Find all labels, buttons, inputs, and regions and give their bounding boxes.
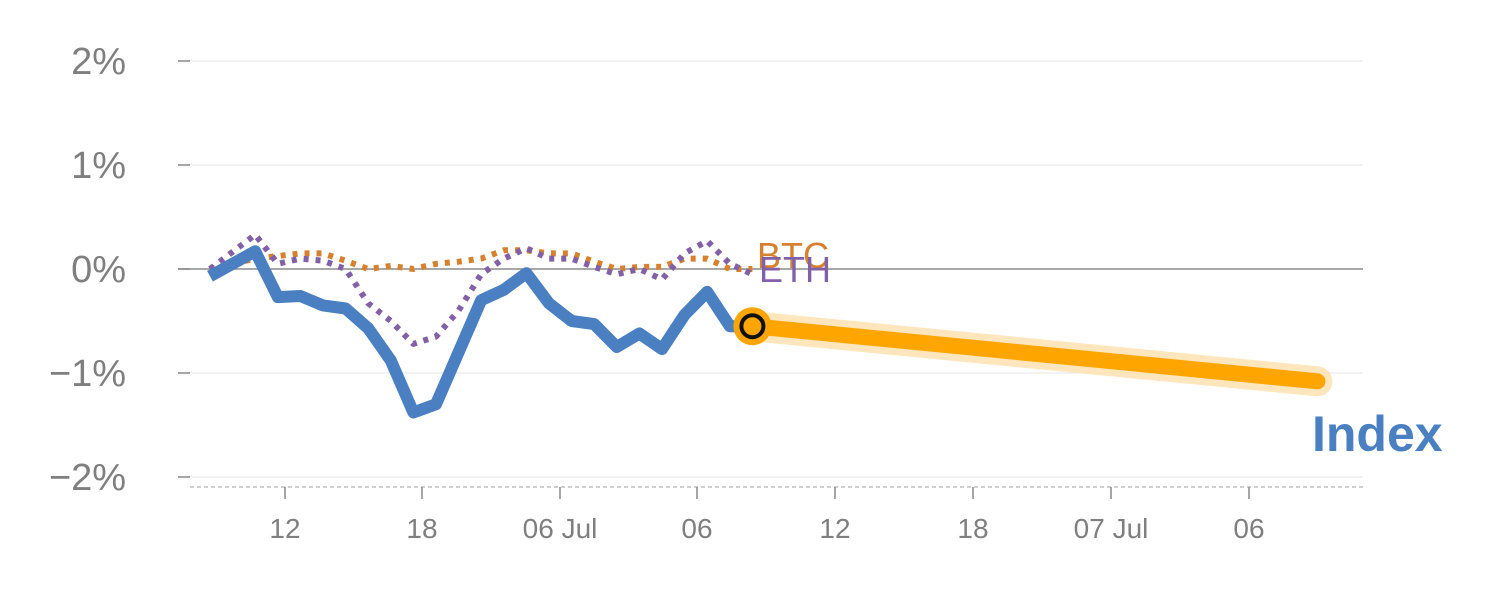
y-axis: 2% 1% 0% −1% −2% [49, 41, 190, 499]
label-index: Index [1312, 406, 1443, 462]
x-tick-label: 12 [819, 513, 850, 544]
y-tick-label: −1% [49, 353, 126, 395]
series-group [207, 231, 1333, 419]
y-tick-label: 1% [71, 145, 126, 187]
labels-group: BTC ETH Index [757, 235, 1443, 462]
index-projection-line [744, 318, 1326, 390]
x-tick-label: 18 [957, 513, 988, 544]
y-tick-label: 2% [71, 41, 126, 83]
x-tick-label: 06 Jul [523, 513, 598, 544]
x-tick-label: 12 [269, 513, 300, 544]
x-tick-label: 06 [1233, 513, 1264, 544]
label-eth: ETH [759, 249, 831, 290]
x-axis: 12 18 06 Jul 06 12 18 07 Jul 06 [190, 486, 1365, 544]
index-line [207, 245, 753, 419]
grid [190, 60, 1363, 478]
highlight-marker [739, 313, 766, 340]
marker-group [733, 307, 772, 346]
eth-line [208, 231, 754, 347]
x-tick-label: 07 Jul [1074, 513, 1149, 544]
btc-line [209, 247, 753, 272]
y-tick-label: −2% [49, 457, 126, 499]
x-tick-label: 18 [406, 513, 437, 544]
label-btc: BTC [757, 235, 829, 276]
x-tick-label: 06 [681, 513, 712, 544]
y-tick-label: 0% [71, 249, 126, 291]
